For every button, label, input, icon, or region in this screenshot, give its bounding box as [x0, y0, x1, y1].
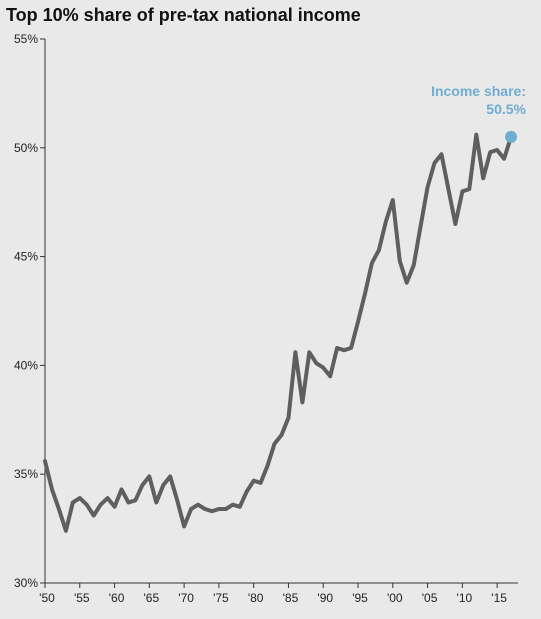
- end-point-marker: [505, 130, 518, 143]
- x-tick-label: '60: [109, 591, 125, 605]
- x-tick-label: '90: [317, 591, 333, 605]
- x-tick-label: '10: [457, 591, 473, 605]
- series-group: [43, 132, 513, 533]
- x-tick-label: '80: [248, 591, 264, 605]
- annotation-group: Income share: 50.5%: [431, 83, 527, 143]
- x-tick-label: '00: [387, 591, 403, 605]
- y-tick-label: 30%: [14, 576, 38, 590]
- x-tick-label: '55: [74, 591, 90, 605]
- x-tick-label: '65: [144, 591, 160, 605]
- x-tick-label: '95: [352, 591, 368, 605]
- annotation-value: 50.5%: [486, 101, 526, 117]
- x-tick-label: '50: [39, 591, 55, 605]
- x-tick-label: '15: [491, 591, 507, 605]
- chart-title: Top 10% share of pre-tax national income: [6, 5, 361, 25]
- y-tick-label: 35%: [14, 467, 38, 481]
- series-line: [43, 132, 513, 533]
- axes: [44, 39, 518, 584]
- x-tick-label: '70: [178, 591, 194, 605]
- x-ticks: '50 '55 '60 '65 '70 '75 '80 '85 '90 '95 '00 '05 '10 '…: [39, 583, 507, 605]
- x-tick-label: '05: [422, 591, 438, 605]
- y-tick-label: 55%: [14, 32, 38, 46]
- y-tick-label: 45%: [14, 250, 38, 264]
- y-tick-label: 40%: [14, 358, 38, 372]
- y-ticks: 30% 35% 40% 45% 50% 55%: [14, 32, 45, 590]
- annotation-label: Income share:: [431, 83, 526, 99]
- x-tick-label: '85: [283, 591, 299, 605]
- y-tick-label: 50%: [14, 141, 38, 155]
- x-tick-label: '75: [213, 591, 229, 605]
